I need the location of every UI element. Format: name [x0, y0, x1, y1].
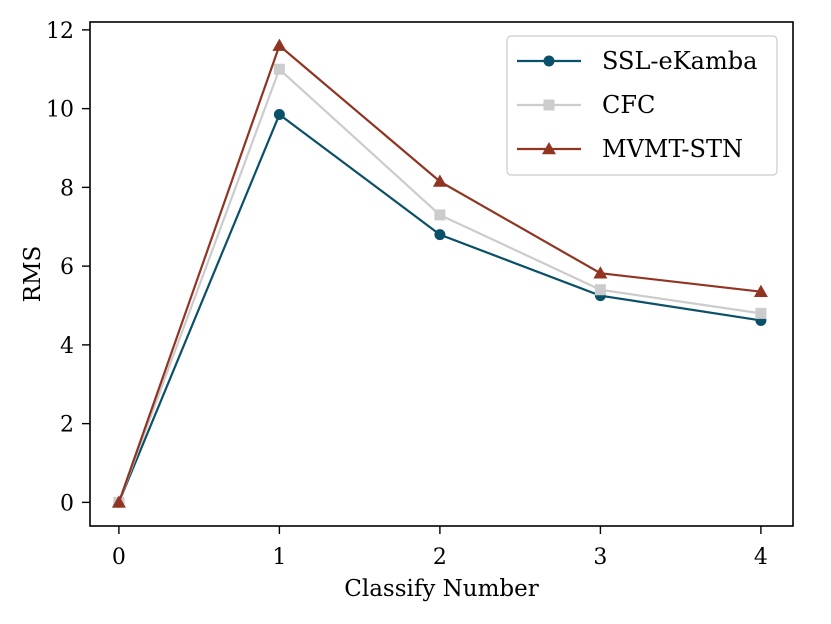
legend-label: SSL-eKamba — [602, 47, 757, 75]
plot-frame — [89, 21, 794, 527]
legend-marker — [543, 55, 555, 67]
x-tick-label: 3 — [593, 545, 607, 570]
legend: SSL-eKamba CFC MVMT-STN — [506, 35, 778, 176]
data-point — [434, 209, 446, 221]
y-tick-label: 0 — [60, 491, 74, 516]
y-tick-label: 4 — [60, 334, 74, 359]
legend-item: CFC — [517, 91, 655, 119]
x-tick-label: 0 — [112, 545, 126, 570]
y-tick-label: 10 — [46, 98, 74, 123]
y-tick-label: 2 — [60, 413, 74, 438]
data-point — [434, 229, 446, 241]
data-point — [432, 174, 447, 187]
data-point — [272, 38, 287, 51]
x-axis-label: Classify Number — [344, 576, 539, 602]
legend-label: MVMT-STN — [602, 135, 743, 163]
data-point — [594, 284, 606, 296]
data-point — [111, 495, 126, 508]
y-tick-label: 12 — [46, 19, 74, 44]
y-tick-label: 8 — [60, 176, 74, 201]
x-tick-label: 2 — [433, 545, 447, 570]
legend-item: SSL-eKamba — [517, 47, 757, 75]
legend-item: MVMT-STN — [517, 135, 743, 163]
legend-label: CFC — [602, 91, 655, 119]
data-point — [593, 266, 608, 279]
y-axis-ticks: 0 2 4 6 8 10 12 — [46, 19, 90, 516]
legend-marker — [543, 99, 555, 111]
data-point — [273, 109, 285, 121]
y-axis-label: RMS — [20, 246, 46, 303]
x-tick-label: 4 — [754, 545, 768, 570]
data-point — [273, 63, 285, 75]
legend-box — [506, 35, 778, 176]
series-mvmt-stn — [111, 38, 768, 508]
plot-marks — [111, 38, 768, 508]
data-point — [753, 284, 768, 297]
x-tick-label: 1 — [272, 545, 286, 570]
data-point — [755, 307, 767, 319]
x-axis-ticks: 0 1 2 3 4 — [112, 526, 768, 570]
legend-marker — [542, 142, 556, 155]
y-tick-label: 6 — [60, 255, 74, 280]
